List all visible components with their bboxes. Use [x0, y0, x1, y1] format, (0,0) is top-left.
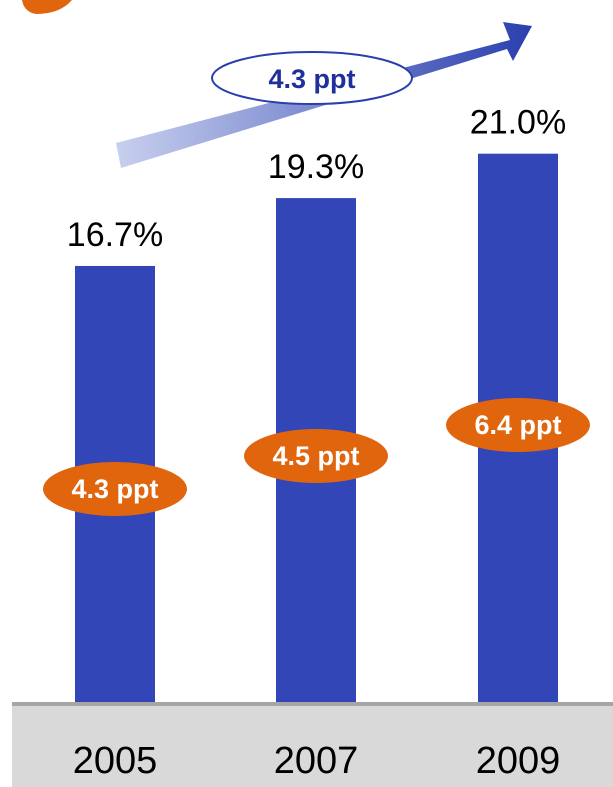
x-tick-label-2007: 2007: [274, 740, 359, 782]
badge-label-2009: 6.4 ppt: [474, 410, 561, 440]
bar-value-label-2009: 21.0%: [470, 104, 566, 142]
x-tick-label-2005: 2005: [73, 740, 158, 782]
baseline-band: [12, 705, 613, 787]
bar-value-label-2007: 19.3%: [268, 148, 364, 186]
badge-2009: [446, 398, 590, 452]
baseline-top-edge: [12, 702, 613, 706]
growth-annotation-ellipse: [211, 51, 413, 105]
x-tick-label-2009: 2009: [476, 740, 561, 782]
growth-annotation-label: 4.3 ppt: [268, 64, 355, 94]
badge-label-2005: 4.3 ppt: [71, 474, 158, 504]
badge-2005: [43, 462, 187, 516]
badge-label-2007: 4.5 ppt: [272, 441, 359, 471]
badge-2007: [244, 429, 388, 483]
bars-group: 16.7% 4.3 ppt 2005 19.3% 4.5 ppt 2007 21.0% 6.4…: [43, 104, 590, 782]
decorative-orange-shape: [22, 0, 72, 14]
bar-value-label-2005: 16.7%: [67, 216, 163, 254]
